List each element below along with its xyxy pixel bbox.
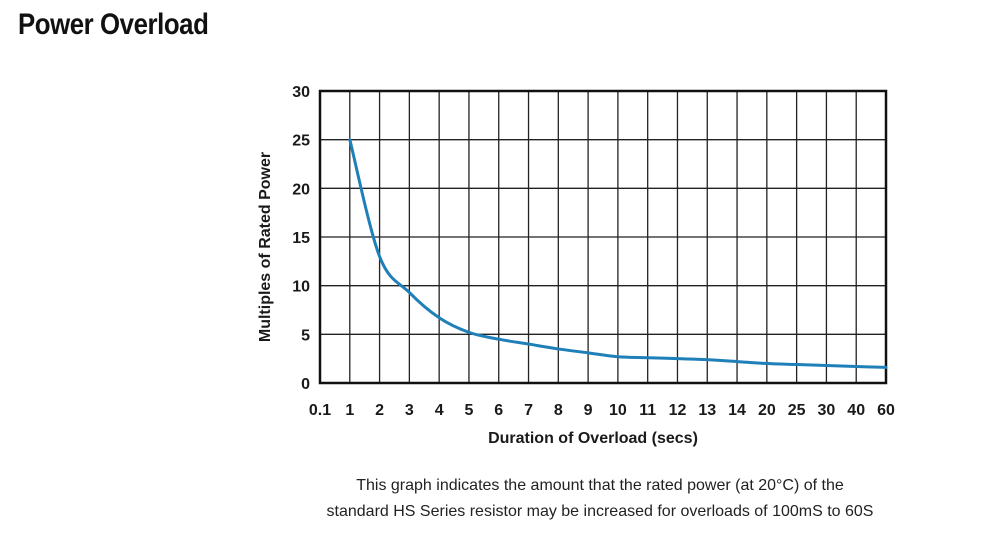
x-tick-label: 12 [669, 402, 687, 419]
x-tick-label: 60 [877, 402, 895, 419]
x-tick-label: 8 [554, 402, 563, 419]
page-title: Power Overload [18, 8, 209, 41]
y-tick-label: 10 [292, 279, 310, 296]
x-tick-label: 5 [464, 402, 473, 419]
x-tick-label: 3 [405, 402, 414, 419]
x-tick-label: 14 [728, 402, 746, 419]
y-axis-title: Multiples of Rated Power [257, 152, 274, 342]
y-tick-label: 25 [292, 133, 310, 150]
x-tick-label: 0.1 [309, 402, 331, 419]
y-tick-label: 5 [301, 327, 310, 344]
x-tick-label: 2 [375, 402, 384, 419]
x-tick-label: 4 [435, 402, 444, 419]
caption-line-1: This graph indicates the amount that the… [356, 477, 844, 494]
x-axis-title: Duration of Overload (secs) [488, 430, 698, 447]
caption-line-2: standard HS Series resistor may be incre… [326, 503, 874, 520]
x-tick-label: 13 [698, 402, 716, 419]
x-tick-label: 11 [639, 402, 656, 419]
y-tick-label: 0 [301, 376, 310, 393]
x-tick-label: 10 [609, 402, 627, 419]
x-tick-label: 30 [818, 402, 836, 419]
series-line [348, 138, 888, 369]
x-tick-label: 1 [345, 402, 354, 419]
plot-frame [318, 89, 888, 385]
x-tick-label: 7 [524, 402, 533, 419]
x-tick-label: 25 [788, 402, 806, 419]
x-tick-label: 40 [847, 402, 865, 419]
x-tick-label: 6 [494, 402, 503, 419]
y-tick-label: 15 [292, 230, 310, 247]
x-tick-label: 20 [758, 402, 776, 419]
y-tick-label: 30 [292, 84, 310, 101]
y-tick-label: 20 [292, 181, 310, 198]
x-tick-label: 9 [584, 402, 593, 419]
